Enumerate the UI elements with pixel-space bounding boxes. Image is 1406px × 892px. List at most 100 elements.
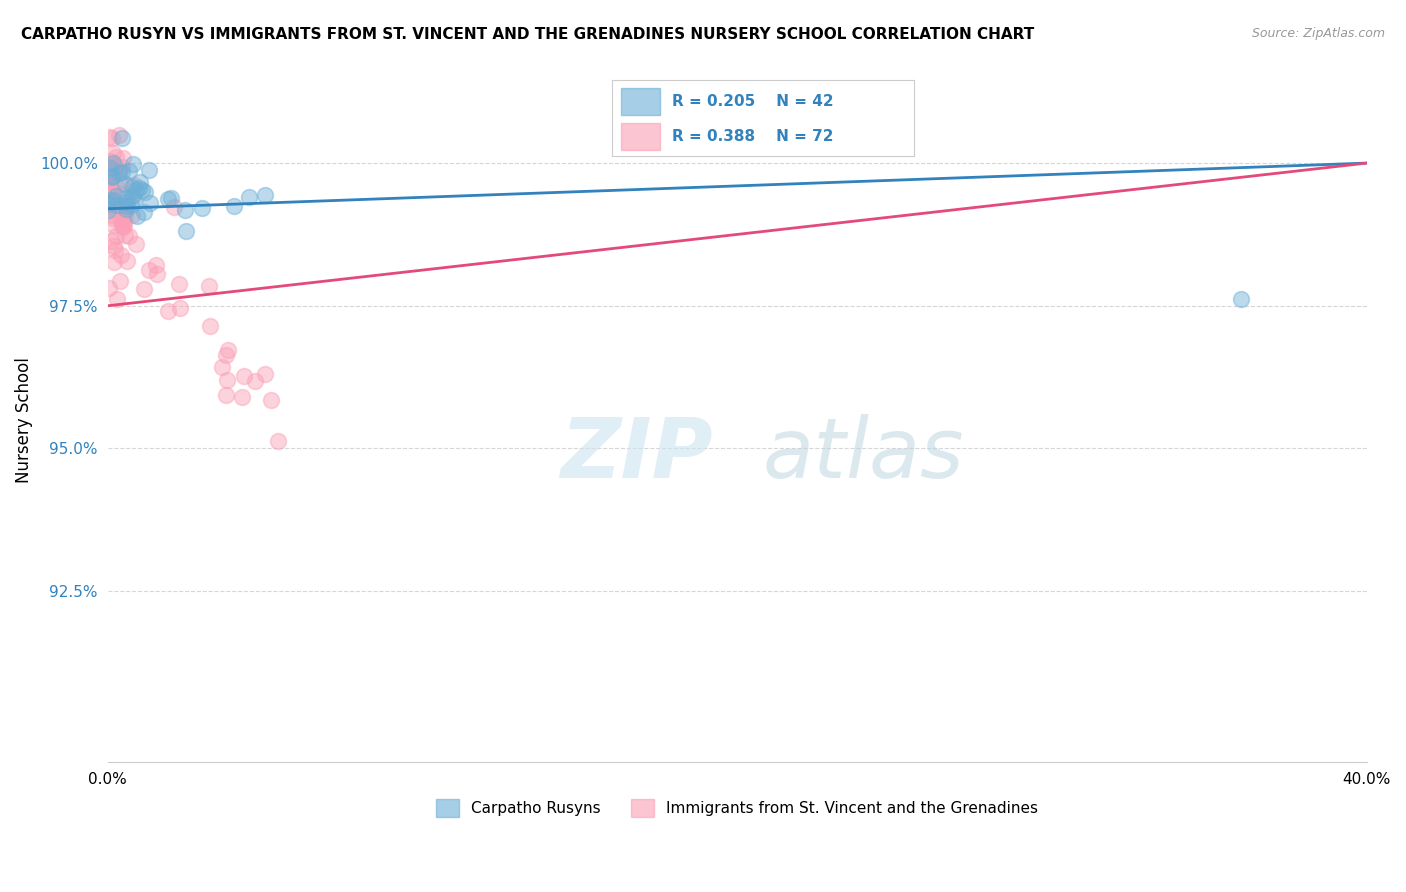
Point [98, 154, 121, 169]
Point [108, 166, 131, 180]
Point [157, 303, 180, 318]
Point [125, 182, 148, 196]
Text: CARPATHO RUSYN VS IMMIGRANTS FROM ST. VINCENT AND THE GRENADINES NURSERY SCHOOL : CARPATHO RUSYN VS IMMIGRANTS FROM ST. VI… [21, 27, 1035, 42]
Point [103, 218, 125, 232]
Point [238, 190, 260, 204]
Point [112, 219, 135, 233]
Point [162, 200, 184, 214]
Point [100, 169, 122, 183]
Point [110, 248, 132, 262]
Point [114, 199, 136, 213]
Point [97, 202, 120, 217]
Point [121, 189, 143, 203]
Point [217, 343, 239, 358]
Point [104, 229, 127, 244]
Point [138, 263, 160, 277]
Point [260, 392, 283, 407]
Point [114, 191, 136, 205]
Point [132, 282, 155, 296]
Point [128, 175, 150, 189]
Point [112, 214, 135, 228]
Point [138, 162, 160, 177]
Point [101, 165, 124, 179]
Point [98, 166, 121, 180]
Point [103, 156, 125, 170]
Point [254, 367, 277, 381]
Point [114, 177, 136, 191]
Point [200, 318, 222, 333]
Point [115, 202, 138, 217]
Point [122, 178, 145, 192]
Point [114, 227, 136, 242]
Point [103, 193, 125, 207]
Point [100, 187, 122, 202]
Point [104, 177, 127, 191]
Point [101, 208, 124, 222]
Legend: Carpatho Rusyns, Immigrants from St. Vincent and the Grenadines: Carpatho Rusyns, Immigrants from St. Vin… [430, 792, 1045, 823]
Point [101, 195, 124, 210]
Point [110, 187, 132, 202]
Point [198, 279, 221, 293]
Point [215, 373, 238, 387]
Point [98, 161, 121, 175]
Point [111, 219, 134, 234]
Point [254, 188, 277, 202]
Point [103, 254, 125, 268]
Point [176, 224, 198, 238]
Point [101, 169, 124, 184]
Point [107, 163, 129, 178]
Point [233, 368, 256, 383]
Point [128, 181, 150, 195]
Point [98, 281, 121, 295]
Point [125, 209, 148, 223]
Point [105, 159, 128, 173]
Point [122, 192, 145, 206]
Point [104, 150, 127, 164]
Point [120, 198, 142, 212]
Point [108, 128, 131, 142]
Point [115, 253, 138, 268]
Point [132, 204, 155, 219]
Point [214, 387, 236, 401]
Y-axis label: Nursery School: Nursery School [15, 357, 32, 483]
Point [125, 237, 148, 252]
Point [167, 277, 190, 291]
Point [122, 157, 145, 171]
Point [97, 195, 120, 210]
Point [98, 130, 121, 145]
Point [231, 390, 253, 404]
Point [145, 258, 167, 272]
Point [104, 243, 127, 257]
Point [108, 178, 131, 192]
Point [191, 202, 214, 216]
Point [131, 183, 153, 197]
Point [121, 179, 143, 194]
Point [117, 199, 139, 213]
Point [98, 198, 121, 212]
Point [105, 293, 128, 307]
Point [114, 209, 136, 223]
Point [243, 374, 266, 388]
Point [145, 268, 167, 282]
Point [105, 197, 128, 211]
Point [112, 218, 135, 232]
Point [222, 199, 245, 213]
Point [121, 208, 143, 222]
Point [173, 202, 195, 217]
Point [108, 274, 131, 288]
Point [156, 192, 179, 206]
Point [100, 182, 122, 196]
Point [98, 176, 121, 190]
Point [169, 301, 191, 316]
Text: Source: ZipAtlas.com: Source: ZipAtlas.com [1251, 27, 1385, 40]
Text: ZIP: ZIP [560, 414, 713, 495]
Point [103, 239, 125, 253]
Bar [620, 123, 659, 150]
Point [111, 131, 134, 145]
Point [98, 193, 121, 207]
Point [110, 213, 132, 227]
Point [110, 160, 132, 174]
Point [105, 188, 128, 202]
Point [122, 188, 145, 202]
Bar [620, 88, 659, 115]
